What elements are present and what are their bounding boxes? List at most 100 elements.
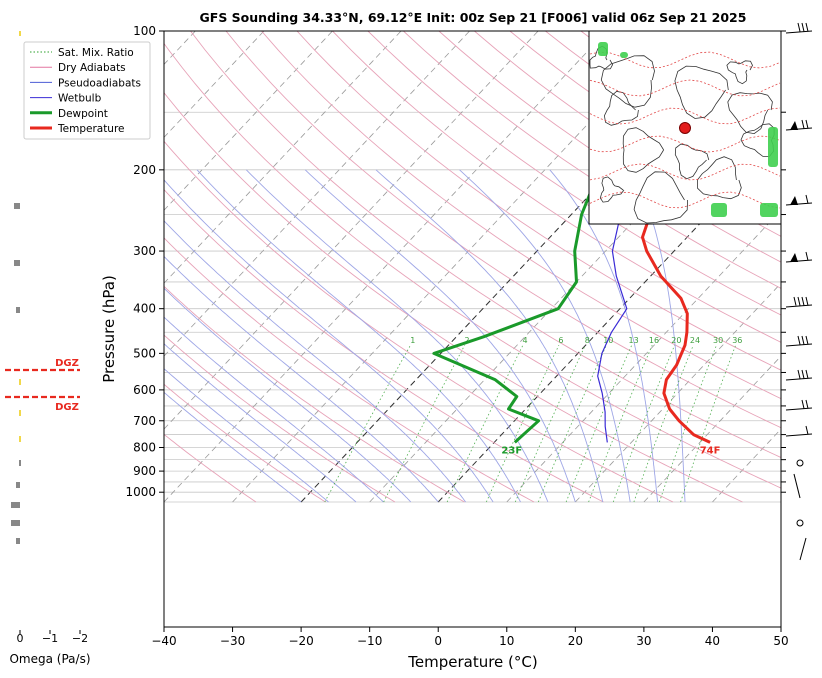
- map-precip-area: [760, 203, 778, 217]
- wind-barb-feather: [801, 119, 805, 129]
- omega-axis-label: Omega (Pa/s): [9, 652, 90, 666]
- isobar-gridlines: [164, 31, 781, 503]
- legend-label: Sat. Mix. Ratio: [58, 47, 134, 59]
- map-contour: [726, 60, 753, 85]
- map-precip-area: [620, 52, 628, 58]
- inset-map-contours: [589, 42, 781, 224]
- mixing-ratio-line: [486, 345, 560, 503]
- mixing-ratio-line: [383, 345, 466, 503]
- isotherm-line: [506, 209, 781, 503]
- x-tick-label: 50: [773, 634, 788, 648]
- pseudoadiabat-line: [164, 255, 439, 503]
- dry-adiabat-line: [164, 433, 257, 503]
- dry-adiabat-line: [332, 31, 781, 343]
- omega-panel: DGZ DGZ 0 −1 −2 Omega (Pa/s): [5, 31, 91, 666]
- mixing-ratio-line: [588, 345, 653, 503]
- mixing-ratio-line: [446, 345, 524, 503]
- map-precip-area: [768, 127, 778, 167]
- pseudoadiabat-line: [164, 316, 384, 503]
- mixing-ratio-label: 6: [558, 336, 563, 345]
- wind-barb-feather: [805, 296, 809, 306]
- isotherm-line: [300, 31, 745, 503]
- pseudoadiabat-line: [164, 179, 494, 503]
- map-contour: [600, 55, 655, 108]
- pseudoadiabat-line: [375, 169, 604, 503]
- x-tick-label: −10: [357, 634, 382, 648]
- omega-bar: [11, 520, 20, 526]
- wind-barb-feather: [805, 194, 809, 204]
- map-precip-area: [598, 42, 608, 56]
- wind-barb-feather: [793, 296, 797, 306]
- omega-tick-2: −2: [72, 632, 88, 645]
- dry-adiabat-line: [164, 92, 743, 503]
- pseudoadiabat-line: [164, 368, 329, 503]
- pseudoadiabat-line: [245, 169, 549, 503]
- mixing-ratio-line: [324, 345, 411, 503]
- wind-barb-feather: [801, 22, 805, 32]
- omega-tick-1: −1: [42, 632, 58, 645]
- mixing-ratio-label: 1: [410, 336, 415, 345]
- wind-barb-flag: [790, 121, 798, 130]
- map-contour: [674, 65, 729, 119]
- omega-bar: [14, 203, 20, 209]
- y-tick-label: 300: [133, 244, 156, 258]
- mixing-ratio-label: 20: [671, 336, 681, 345]
- wind-barb-feather: [805, 335, 809, 345]
- pseudoadiabat-line: [304, 169, 576, 503]
- wind-barb-feather: [801, 369, 805, 379]
- dry-adiabat-line: [261, 31, 781, 400]
- wind-barb-flag: [790, 253, 798, 262]
- dry-adiabat-line: [164, 383, 326, 503]
- x-tick-label: 30: [636, 634, 651, 648]
- pseudoadiabat-line: [164, 343, 357, 503]
- wind-barb-feather: [805, 119, 809, 129]
- wind-barb-feather: [801, 335, 805, 345]
- wind-barb-feather: [797, 335, 801, 345]
- wind-barb-feather: [805, 369, 809, 379]
- map-precip-area: [711, 203, 727, 217]
- dewpoint-surface-label: 23F: [501, 445, 522, 456]
- pseudoadiabat-line: [632, 169, 686, 502]
- legend-label: Dry Adiabats: [58, 62, 126, 74]
- wind-barb-feather: [805, 251, 809, 261]
- y-tick-label: 600: [133, 383, 156, 397]
- y-tick-label: 500: [133, 346, 156, 360]
- isotherm-line: [780, 501, 781, 502]
- legend-label: Pseudoadiabats: [58, 77, 141, 89]
- y-tick-label: 900: [133, 464, 156, 478]
- omega-bar: [16, 538, 20, 544]
- y-tick-label: 200: [133, 163, 156, 177]
- mixing-ratio-label: 30: [713, 336, 723, 345]
- isotherm-line: [164, 31, 470, 357]
- pseudoadiabat-line: [164, 391, 302, 503]
- omega-bar: [14, 260, 20, 266]
- pseudoadiabat-line: [164, 287, 412, 503]
- dry-adiabat-line: [225, 31, 781, 429]
- isotherm-line: [164, 31, 402, 284]
- mixing-ratio-line: [538, 345, 607, 503]
- mixing-ratio-line: [680, 345, 737, 503]
- omega-bar: [19, 436, 21, 442]
- calm-wind-circle: [796, 459, 804, 467]
- sounding-location-marker: [679, 122, 691, 134]
- omega-bar: [19, 31, 21, 36]
- wind-barbs: [785, 22, 813, 561]
- map-contour: [727, 92, 773, 135]
- dry-adiabat-line: [164, 237, 535, 503]
- map-contour: [674, 143, 710, 180]
- y-tick-label: 800: [133, 441, 156, 455]
- x-tick-label: 10: [499, 634, 514, 648]
- map-contour: [603, 90, 639, 126]
- legend-box: [23, 41, 151, 140]
- legend-label: Dewpoint: [58, 108, 108, 120]
- inset-map: [588, 30, 782, 225]
- x-tick-label: 0: [434, 634, 442, 648]
- mixing-ratio-line: [565, 345, 633, 503]
- map-dashed-contour: [589, 135, 781, 153]
- isotherm-line: [232, 31, 676, 503]
- mixing-ratio-label: 8: [585, 336, 590, 345]
- dgz-label-bottom: DGZ: [55, 402, 79, 413]
- x-tick-label: 20: [568, 634, 583, 648]
- mixing-ratio-label: 16: [649, 336, 659, 345]
- wind-barb-feather: [805, 425, 809, 435]
